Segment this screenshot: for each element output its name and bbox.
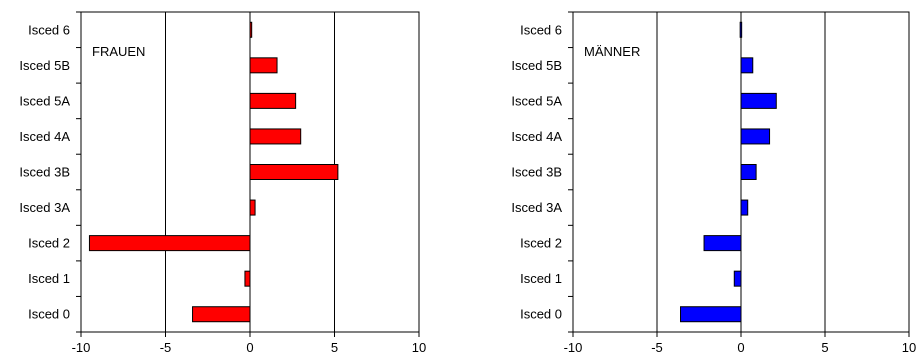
bar [740,92,777,109]
category-label: Isced 5B [511,58,562,73]
bar [740,164,757,180]
category-label: Isced 2 [520,236,562,251]
category-label: Isced 0 [520,307,562,322]
bar [88,235,251,252]
bar [740,128,771,145]
category-label: Isced 4A [19,129,70,144]
bar [244,270,251,287]
panel-label: FRAUEN [92,44,145,59]
bar [703,235,742,252]
bar [739,21,743,38]
category-label: Isced 5A [511,93,562,108]
bar [249,164,339,180]
category-label: Isced 3B [19,165,70,180]
bar [249,199,256,216]
category-label: Isced 3A [19,200,70,215]
category-label: Isced 3A [511,200,562,215]
category-label: Isced 1 [28,271,70,286]
category-label: Isced 5B [19,58,70,73]
category-label: Isced 1 [520,271,562,286]
category-label: Isced 6 [28,22,70,37]
x-tick-label: 0 [737,340,744,355]
chart-panel-2: -10 -5 0 5 10 Isced 6 Isced 5B Isced 5A Isced 4A… [511,11,916,355]
x-tick-label: -5 [160,340,172,355]
bar [740,57,754,74]
bar [192,306,251,323]
panel-label: MÄNNER [584,44,640,59]
x-tick-label: -5 [651,340,663,355]
x-tick-label: -10 [564,340,583,355]
x-tick-label: -10 [72,340,91,355]
category-label: Isced 4A [511,129,562,144]
bar [733,270,742,287]
bar [249,21,253,38]
category-label: Isced 3B [511,165,562,180]
x-tick-label: 5 [331,340,338,355]
x-tick-label: 10 [902,340,916,355]
chart-panel-1: -10 -5 0 5 10 Isced 6 Isced 5B Isced 5A Isced 4A… [19,11,426,355]
bar [680,306,742,323]
bar [249,57,278,74]
bar [249,92,297,109]
category-label: Isced 0 [28,307,70,322]
bar [740,199,749,216]
x-tick-label: 10 [412,340,426,355]
x-tick-label: 5 [821,340,828,355]
category-label: Isced 5A [19,93,70,108]
category-label: Isced 6 [520,22,562,37]
x-tick-label: 0 [246,340,253,355]
bar [249,128,302,145]
category-label: Isced 2 [28,236,70,251]
